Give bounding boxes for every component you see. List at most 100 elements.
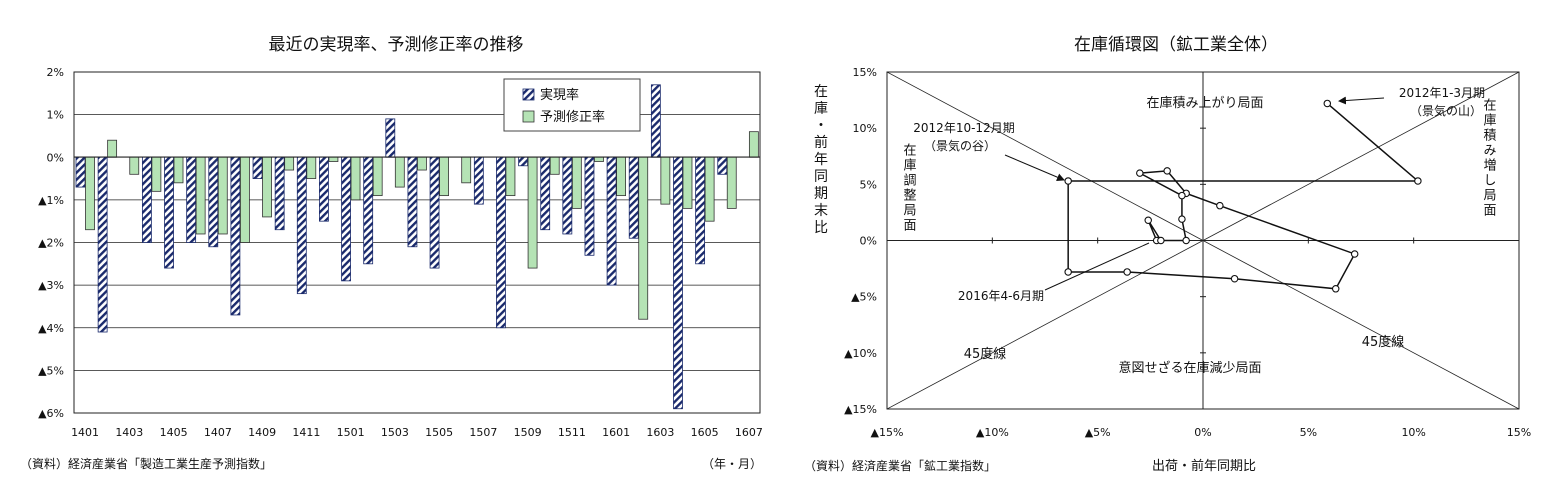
legend-label-realization: 実現率 bbox=[540, 87, 579, 103]
right-chart-title: 在庫循環図（鉱工業全体） bbox=[1074, 35, 1278, 55]
cycle-point bbox=[1064, 177, 1072, 185]
right-y-tick-label: ▲15% bbox=[844, 403, 877, 416]
bar-forecast-revision bbox=[461, 156, 472, 184]
legend-label-forecast: 予測修正率 bbox=[540, 109, 605, 125]
cycle-point bbox=[1178, 191, 1186, 200]
left-plot-frame bbox=[73, 71, 761, 414]
left-x-tick-label: 1511 bbox=[558, 426, 586, 439]
left-x-tick-label: 1503 bbox=[381, 426, 409, 439]
bar-realization bbox=[695, 156, 706, 265]
left-x-tick-label: 1507 bbox=[469, 426, 497, 439]
left-x-tick-label: 1409 bbox=[248, 426, 276, 439]
left-unit-label: （年・月） bbox=[702, 457, 762, 471]
cycle-point bbox=[1136, 169, 1144, 177]
left-x-tick-label: 1505 bbox=[425, 426, 453, 439]
right-y-tick-label: 5% bbox=[860, 178, 877, 191]
bar-forecast-revision bbox=[439, 156, 449, 197]
bar-realization bbox=[75, 156, 86, 188]
line-minus-45deg bbox=[886, 71, 1520, 410]
bar-realization bbox=[141, 156, 152, 243]
bar-realization bbox=[186, 156, 197, 243]
right-source-note: （資料）経済産業省「鉱工業指数」 bbox=[804, 458, 996, 473]
bar-realization bbox=[518, 156, 528, 167]
bar-forecast-revision bbox=[129, 156, 140, 175]
bar-forecast-revision bbox=[262, 156, 272, 218]
bar-realization bbox=[252, 156, 263, 179]
left-chart: 最近の実現率、予測修正率の推移 2% 1% 0% ▲1% ▲2% ▲3% ▲4% ▲5% ▲6%… bbox=[20, 35, 763, 471]
left-y-tick-label: ▲5% bbox=[38, 364, 64, 377]
legend-swatch-realization bbox=[522, 88, 535, 101]
annotation-trough-line2: （景気の谷） bbox=[924, 138, 996, 153]
right-x-tick-label: ▲5% bbox=[1085, 426, 1111, 439]
bar-realization bbox=[385, 118, 396, 158]
annotation-latest-leader bbox=[1044, 242, 1150, 291]
bar-forecast-revision bbox=[195, 156, 206, 235]
left-x-tick-label: 1501 bbox=[337, 426, 365, 439]
cycle-point bbox=[1157, 236, 1165, 245]
bar-forecast-revision bbox=[660, 156, 671, 205]
bar-realization bbox=[407, 156, 418, 248]
right-x-tick-label: 15% bbox=[1507, 426, 1531, 439]
bar-realization bbox=[230, 156, 241, 316]
bar-realization bbox=[164, 156, 174, 269]
left-y-tick-label: ▲3% bbox=[38, 279, 64, 292]
right-y-tick-label: 15% bbox=[853, 66, 877, 79]
left-chart-title: 最近の実現率、予測修正率の推移 bbox=[269, 35, 524, 55]
cycle-point bbox=[1182, 236, 1190, 245]
left-x-tick-label: 1605 bbox=[691, 426, 719, 439]
bar-forecast-revision bbox=[549, 156, 560, 175]
bar-realization bbox=[97, 156, 108, 333]
bar-realization bbox=[296, 156, 307, 295]
bar-realization bbox=[540, 156, 551, 231]
annotation-trough-line1: 2012年10-12月期 bbox=[913, 121, 1014, 135]
legend-swatch-forecast bbox=[522, 110, 535, 123]
bar-forecast-revision bbox=[240, 156, 250, 243]
bar-realization bbox=[208, 156, 219, 248]
right-x-tick-label: ▲15% bbox=[871, 426, 904, 439]
cycle-point bbox=[1323, 99, 1332, 108]
bar-realization bbox=[473, 156, 484, 205]
phase-label-right: 在庫積み増し局面 bbox=[1481, 98, 1497, 218]
left-y-tick-label: ▲2% bbox=[38, 237, 64, 250]
left-y-tick-label: 2% bbox=[47, 66, 64, 79]
bar-realization bbox=[717, 156, 728, 175]
bar-forecast-revision bbox=[748, 131, 759, 158]
right-y-tick-label: ▲10% bbox=[844, 347, 877, 360]
cycle-point bbox=[1350, 250, 1359, 258]
right-cycle-path bbox=[1064, 99, 1422, 293]
cycle-point bbox=[1414, 177, 1422, 185]
bar-realization bbox=[584, 156, 595, 256]
cycle-point bbox=[1144, 216, 1152, 225]
phase-label-top: 在庫積み上がり局面 bbox=[1146, 96, 1263, 111]
bar-forecast-revision bbox=[306, 156, 317, 179]
left-legend: 実現率 予測修正率 bbox=[503, 78, 641, 132]
bar-forecast-revision bbox=[704, 156, 715, 222]
cycle-point bbox=[1123, 268, 1131, 276]
bar-realization bbox=[319, 156, 329, 222]
right-chart: 在庫循環図（鉱工業全体） 15% 10% 5% 0% ▲5% ▲10% ▲15% ▲15% ▲… bbox=[804, 35, 1531, 474]
right-y-tick-label: ▲5% bbox=[851, 291, 877, 304]
bar-forecast-revision bbox=[505, 156, 516, 197]
left-source-note: （資料）経済産業省「製造工業生産予測指数」 bbox=[20, 456, 272, 471]
bar-forecast-revision bbox=[394, 156, 405, 188]
bar-forecast-revision bbox=[350, 156, 361, 201]
bar-realization bbox=[650, 84, 661, 158]
bar-forecast-revision bbox=[417, 156, 427, 171]
bar-realization bbox=[429, 156, 440, 269]
bar-forecast-revision bbox=[284, 156, 295, 171]
bar-realization bbox=[673, 156, 683, 410]
cycle-point bbox=[1216, 201, 1224, 210]
bar-forecast-revision bbox=[151, 156, 162, 192]
phase-label-left: 在庫調整局面 bbox=[901, 143, 917, 233]
right-x-tick-label: 0% bbox=[1194, 426, 1211, 439]
left-y-tick-label: 0% bbox=[47, 151, 64, 164]
bar-forecast-revision bbox=[217, 156, 228, 235]
annotation-peak-arrow bbox=[1338, 96, 1385, 105]
right-x-tick-label: 10% bbox=[1401, 426, 1425, 439]
bar-forecast-revision bbox=[616, 156, 626, 197]
line-label-upper: 45度線 bbox=[1362, 334, 1405, 350]
cycle-point bbox=[1163, 167, 1171, 175]
right-x-tick-label: ▲10% bbox=[976, 426, 1009, 439]
cycle-point bbox=[1064, 268, 1072, 276]
